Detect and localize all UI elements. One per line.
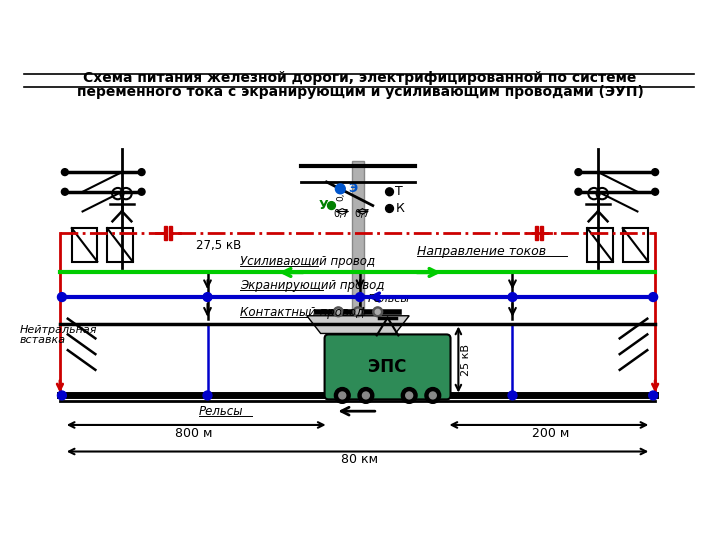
Circle shape <box>401 388 417 403</box>
Text: Экранирующий провод: Экранирующий провод <box>240 279 384 292</box>
Circle shape <box>386 188 393 195</box>
Circle shape <box>406 392 413 399</box>
Circle shape <box>58 293 66 301</box>
Circle shape <box>575 168 582 176</box>
Text: 200 м: 200 м <box>532 427 570 440</box>
Circle shape <box>649 391 657 400</box>
Circle shape <box>649 293 657 301</box>
Circle shape <box>358 388 374 403</box>
Circle shape <box>203 391 212 400</box>
Text: Усиливающий провод: Усиливающий провод <box>240 254 375 268</box>
Text: 0,7: 0,7 <box>333 210 349 219</box>
Text: Нейтральная: Нейтральная <box>19 326 97 335</box>
Bar <box>540 226 543 240</box>
Bar <box>623 228 648 262</box>
Circle shape <box>356 309 361 314</box>
Text: Рельсы: Рельсы <box>199 405 243 418</box>
Circle shape <box>429 392 436 399</box>
Circle shape <box>333 307 343 317</box>
Text: 0,4: 0,4 <box>336 187 346 201</box>
Bar <box>588 228 613 262</box>
Circle shape <box>652 188 659 195</box>
Text: ЭПС: ЭПС <box>369 358 407 376</box>
Circle shape <box>138 168 145 176</box>
Text: 80 км: 80 км <box>341 453 379 467</box>
Circle shape <box>386 205 393 212</box>
Text: У: У <box>319 199 328 212</box>
Circle shape <box>138 188 145 195</box>
FancyBboxPatch shape <box>325 334 451 400</box>
Bar <box>107 228 132 262</box>
Text: 0,7: 0,7 <box>354 210 369 219</box>
Text: Схема питания железной дороги, электрифицированной по системе: Схема питания железной дороги, электрифи… <box>84 71 636 85</box>
Text: вставка: вставка <box>19 335 66 345</box>
Circle shape <box>373 307 382 317</box>
Circle shape <box>356 391 364 400</box>
Circle shape <box>339 392 346 399</box>
Bar <box>164 226 167 240</box>
Circle shape <box>328 201 336 210</box>
Polygon shape <box>307 316 409 334</box>
Circle shape <box>575 188 582 195</box>
Circle shape <box>425 388 441 403</box>
Circle shape <box>508 391 517 400</box>
Text: Контактный провод: Контактный провод <box>240 306 364 319</box>
Circle shape <box>353 307 363 317</box>
Circle shape <box>203 293 212 301</box>
Circle shape <box>508 293 517 301</box>
Text: Э: Э <box>348 183 357 195</box>
Circle shape <box>356 293 364 301</box>
Text: Т: Т <box>395 185 403 198</box>
Text: переменного тока с экранирующим и усиливающим проводами (ЭУП): переменного тока с экранирующим и усилив… <box>76 85 644 99</box>
Bar <box>535 226 538 240</box>
Circle shape <box>334 388 350 403</box>
Bar <box>169 226 172 240</box>
Text: К: К <box>395 202 405 215</box>
Circle shape <box>375 309 380 314</box>
Circle shape <box>58 391 66 400</box>
Circle shape <box>652 168 659 176</box>
Circle shape <box>61 188 68 195</box>
Circle shape <box>336 309 341 314</box>
Circle shape <box>336 184 346 194</box>
Text: 27,5 кВ: 27,5 кВ <box>196 239 241 252</box>
Text: 25 кВ: 25 кВ <box>462 343 472 375</box>
Circle shape <box>362 392 369 399</box>
Text: Рельсы: Рельсы <box>368 294 410 304</box>
Bar <box>352 161 364 334</box>
Circle shape <box>61 168 68 176</box>
Bar <box>72 228 97 262</box>
Text: Направление токов: Направление токов <box>417 245 546 258</box>
Text: 800 м: 800 м <box>176 427 213 440</box>
